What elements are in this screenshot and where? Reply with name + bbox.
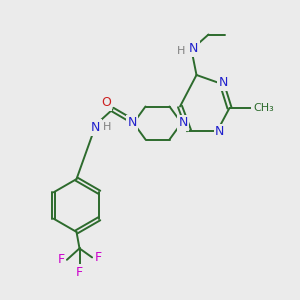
Text: N: N	[189, 42, 198, 56]
Text: N: N	[91, 121, 100, 134]
Text: N: N	[219, 76, 228, 89]
Text: H: H	[103, 122, 112, 133]
Text: O: O	[101, 96, 111, 110]
Text: N: N	[127, 116, 137, 130]
Text: N: N	[178, 116, 188, 130]
Text: F: F	[57, 253, 64, 266]
Text: F: F	[94, 251, 102, 264]
Text: CH₃: CH₃	[253, 103, 274, 113]
Text: N: N	[215, 125, 225, 139]
Text: H: H	[177, 46, 186, 56]
Text: F: F	[76, 266, 83, 279]
